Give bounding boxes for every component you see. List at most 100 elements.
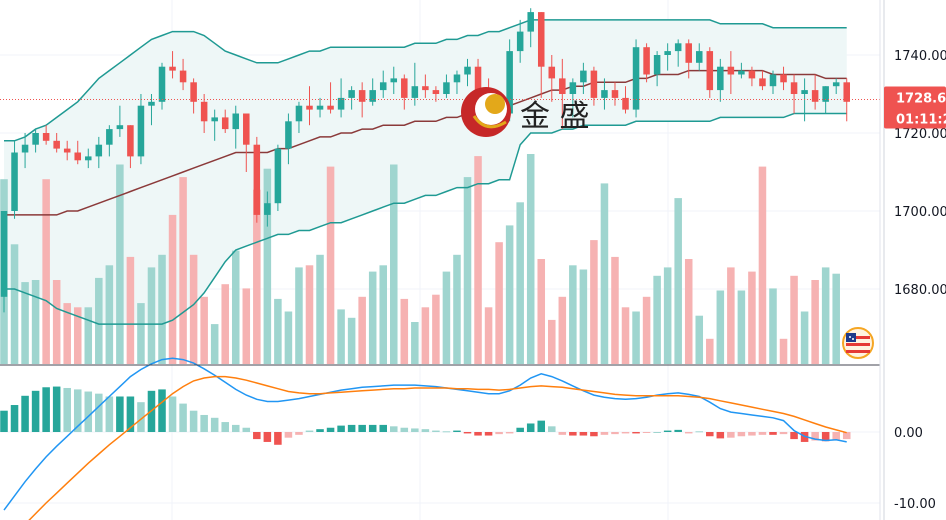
macd-histogram-bar [579, 432, 588, 436]
volume-bar [158, 254, 166, 364]
macd-tick-label: -10.00 [894, 497, 936, 512]
volume-bar [779, 338, 788, 364]
volume-bar [73, 307, 82, 364]
candle [358, 82, 366, 118]
volume-bar [790, 275, 798, 364]
macd-histogram-bar [558, 432, 567, 435]
macd-histogram-bar [821, 432, 830, 442]
price-axis-labels: 1740.00 1720.00 1700.00 1680.00 [894, 49, 946, 298]
candle-body [127, 125, 134, 157]
macd-histogram-bar [716, 432, 725, 439]
volume-bar [242, 288, 251, 364]
candle [369, 78, 376, 106]
macd-histogram-bar [0, 410, 8, 432]
candle-body [790, 82, 798, 94]
macd-histogram-bar [769, 432, 777, 435]
current-price-tag-background [884, 86, 946, 129]
volume-bar [31, 280, 40, 364]
candle-body [63, 148, 71, 153]
price-tick-label: 1740.00 [894, 49, 946, 64]
candle-body [148, 101, 155, 106]
candle [53, 133, 60, 153]
candle-body [327, 105, 334, 110]
candle-body [601, 90, 608, 98]
current-price-label: 1728.6 [896, 91, 946, 106]
macd-histogram-bar [706, 432, 714, 437]
macd-histogram-bar [674, 429, 682, 432]
candle [601, 78, 608, 110]
macd-histogram-bar [421, 429, 430, 432]
candle-body [274, 148, 282, 204]
candle-body [232, 113, 240, 130]
macd-histogram-bar [295, 432, 303, 435]
candle [664, 43, 671, 71]
macd-histogram-bar [653, 432, 661, 433]
candle-body [780, 74, 787, 83]
macd-histogram-bar [737, 432, 746, 437]
macd-histogram-bar [95, 393, 103, 432]
candle-body [337, 97, 345, 110]
candle [337, 78, 345, 118]
candle-body [801, 90, 808, 94]
candle [316, 97, 324, 118]
candle [738, 62, 745, 79]
candle-body [759, 78, 766, 87]
candle-body [695, 51, 703, 63]
candle-body [569, 82, 577, 94]
volume-bar [621, 307, 630, 364]
macd-histogram-bar [537, 420, 546, 432]
candle [232, 105, 240, 149]
candle [527, 8, 534, 48]
candle-body [727, 66, 735, 75]
candle [348, 86, 355, 110]
volume-bar [210, 324, 219, 364]
candle [780, 66, 787, 91]
candle-body [453, 74, 461, 83]
candle-body [822, 86, 829, 102]
candle [221, 109, 229, 133]
candle-body [306, 105, 313, 110]
candle [537, 12, 545, 98]
volume-bar [347, 317, 356, 364]
candle [285, 113, 292, 165]
bar-countdown-label: 01:11:2 [896, 112, 946, 127]
price-tick-label: 1720.00 [894, 127, 946, 142]
macd-histogram-bar [411, 428, 419, 432]
candle [148, 94, 155, 126]
candle [327, 82, 334, 114]
macd-histogram-bar [73, 389, 82, 432]
macd-histogram-bar [727, 432, 735, 438]
volume-bar [63, 303, 71, 364]
macd-histogram-bar [242, 427, 251, 432]
candle [42, 125, 50, 145]
macd-histogram-bar [63, 387, 71, 432]
volume-bar [821, 267, 830, 364]
macd-histogram-bar [463, 432, 472, 434]
candle-body [264, 203, 271, 215]
candle-body [190, 82, 197, 102]
candle [11, 140, 18, 219]
candle [759, 70, 766, 91]
bollinger-band-lines [4, 19, 847, 325]
macd-histogram-bar [84, 391, 93, 432]
candle [811, 74, 819, 110]
candle-body [590, 70, 598, 98]
price-tick-label: 1680.00 [894, 283, 946, 298]
macd-histogram-bar [548, 426, 556, 432]
macd-histogram-bar [505, 432, 514, 434]
candle-body [622, 97, 629, 110]
volume-bar [706, 338, 714, 364]
macd-histogram-bar [200, 414, 208, 432]
price-tick-label: 1700.00 [894, 205, 946, 220]
macd-histogram-bar [368, 424, 377, 432]
us-flag-event-icon[interactable] [842, 327, 874, 359]
candle [211, 109, 218, 141]
macd-histogram-bar [284, 432, 293, 438]
macd-histogram-bar [600, 432, 609, 435]
macd-histogram-bar [516, 427, 524, 432]
candle [790, 74, 798, 114]
volume-bar [484, 307, 493, 364]
volume-bar [684, 259, 693, 364]
candle [622, 86, 629, 114]
